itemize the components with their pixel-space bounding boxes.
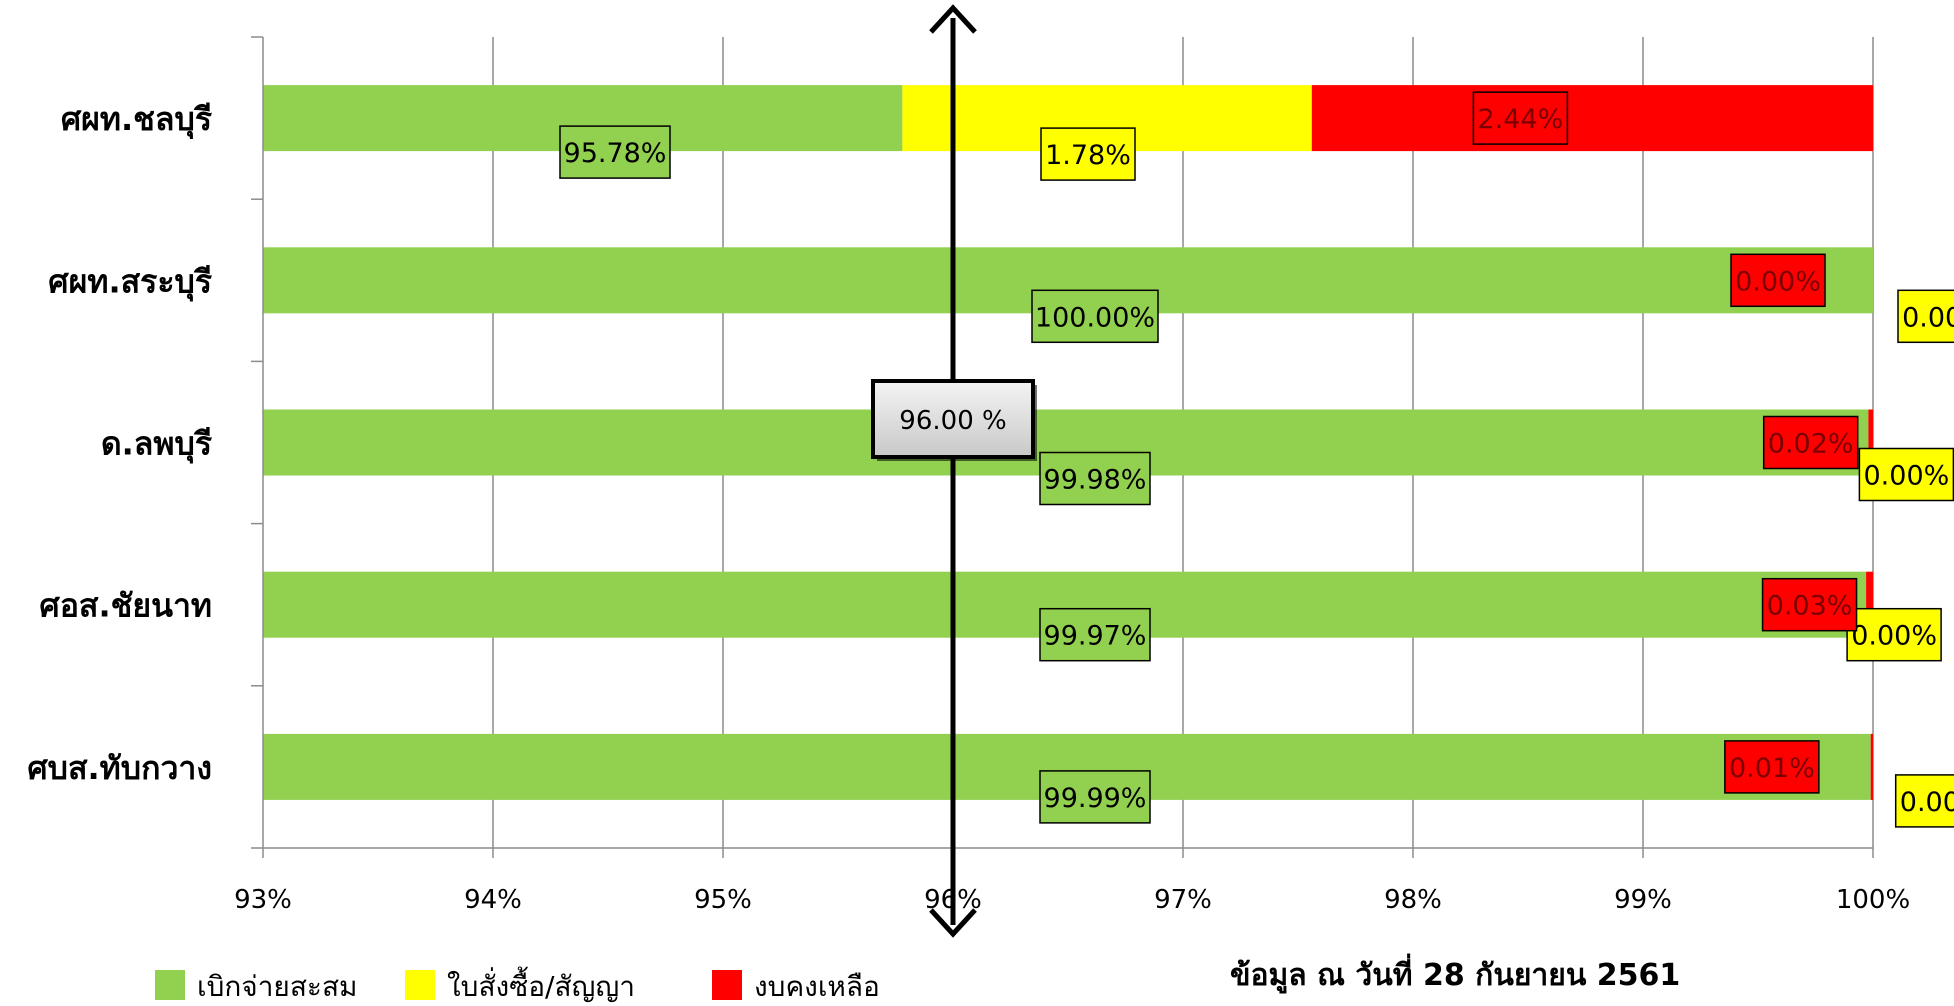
svg-text:0.01%: 0.01% (1729, 753, 1815, 784)
bar-segment (1868, 409, 1873, 476)
arrow-down-icon (929, 908, 977, 938)
x-tick-label: 99% (1614, 885, 1672, 915)
data-label: 99.99% (1039, 770, 1151, 824)
x-tick-label: 100% (1836, 885, 1910, 915)
svg-text:100.00%: 100.00% (1035, 302, 1155, 333)
svg-text:96.00 %: 96.00 % (899, 406, 1006, 436)
target-line: 96.00 % (871, 4, 1037, 938)
data-label: 0.01% (1724, 740, 1820, 794)
data-label: 1.78% (1040, 127, 1136, 181)
arrow-up-icon (929, 4, 977, 34)
data-label: 99.97% (1039, 607, 1151, 662)
bar-segment (1870, 733, 1873, 800)
data-label: 95.78% (559, 125, 671, 179)
bar-segment (1311, 85, 1873, 152)
svg-text:99.97%: 99.97% (1044, 621, 1147, 652)
svg-text:0.00%: 0.00% (1864, 461, 1950, 492)
bar-segment (1866, 571, 1873, 638)
data-label: 0.00% (1858, 447, 1954, 502)
legend-swatch (155, 970, 185, 1000)
category-label: ด.ลพบุรี (101, 425, 212, 465)
legend-item: งบคงเหลือ (712, 970, 880, 1003)
svg-text:0.02%: 0.02% (1768, 429, 1854, 460)
bars (263, 85, 1873, 800)
data-label: 99.98% (1039, 451, 1151, 506)
category-label: ศบส.ทับกวาง (27, 749, 212, 787)
data-label: 0.00% (1894, 774, 1954, 828)
legend-label: เบิกจ่ายสะสม (197, 970, 358, 1003)
data-label: 0.00% (1897, 289, 1954, 344)
legend-item: ใบสั่งซื้อ/สัญญา (405, 966, 635, 1003)
legend-swatch (405, 970, 435, 1000)
data-label: 0.00% (1730, 253, 1826, 308)
category-label: ศอส.ชัยนาท (39, 587, 212, 625)
x-tick-label: 95% (694, 885, 752, 915)
svg-text:0.00%: 0.00% (1902, 302, 1954, 333)
target-annotation: 96.00 % (871, 379, 1037, 461)
x-tick-label: 94% (464, 885, 522, 915)
svg-text:1.78%: 1.78% (1045, 140, 1131, 171)
axes: 93%94%95%96%97%98%99%100%ศผท.ชลบุรีศผท.ส… (27, 36, 1910, 915)
x-tick-label: 93% (234, 885, 292, 915)
legend-label: ใบสั่งซื้อ/สัญญา (447, 966, 635, 1003)
data-label: 0.00% (1846, 607, 1942, 662)
data-label: 100.00% (1031, 289, 1159, 344)
svg-text:95.78%: 95.78% (564, 138, 667, 169)
category-label: ศผท.สระบุรี (48, 262, 212, 302)
legend-swatch (712, 970, 742, 1000)
svg-text:2.44%: 2.44% (1478, 104, 1564, 135)
footnote: ข้อมูล ณ วันที่ 28 กันยายน 2561 (1230, 953, 1680, 994)
legend-item: เบิกจ่ายสะสม (155, 970, 358, 1003)
data-label: 2.44% (1472, 91, 1569, 145)
svg-text:99.98%: 99.98% (1044, 465, 1147, 496)
svg-text:99.99%: 99.99% (1044, 783, 1147, 814)
svg-text:0.00%: 0.00% (1851, 621, 1937, 652)
legend-label: งบคงเหลือ (754, 970, 880, 1003)
legend: เบิกจ่ายสะสม ใบสั่งซื้อ/สัญญา งบคงเหลือ (155, 966, 880, 1003)
svg-text:0.00%: 0.00% (1900, 787, 1954, 818)
svg-text:0.03%: 0.03% (1767, 591, 1853, 622)
svg-text:0.00%: 0.00% (1735, 266, 1821, 297)
x-tick-label: 97% (1154, 885, 1212, 915)
x-tick-label: 98% (1384, 885, 1442, 915)
data-label: 0.03% (1761, 577, 1858, 632)
category-label: ศผท.ชลบุรี (61, 100, 212, 140)
data-label: 0.02% (1762, 415, 1859, 470)
data-labels: 95.78% 1.78% 2.44% 100.00% 0.00% 0.00% 99.98% 0… (559, 91, 1954, 828)
